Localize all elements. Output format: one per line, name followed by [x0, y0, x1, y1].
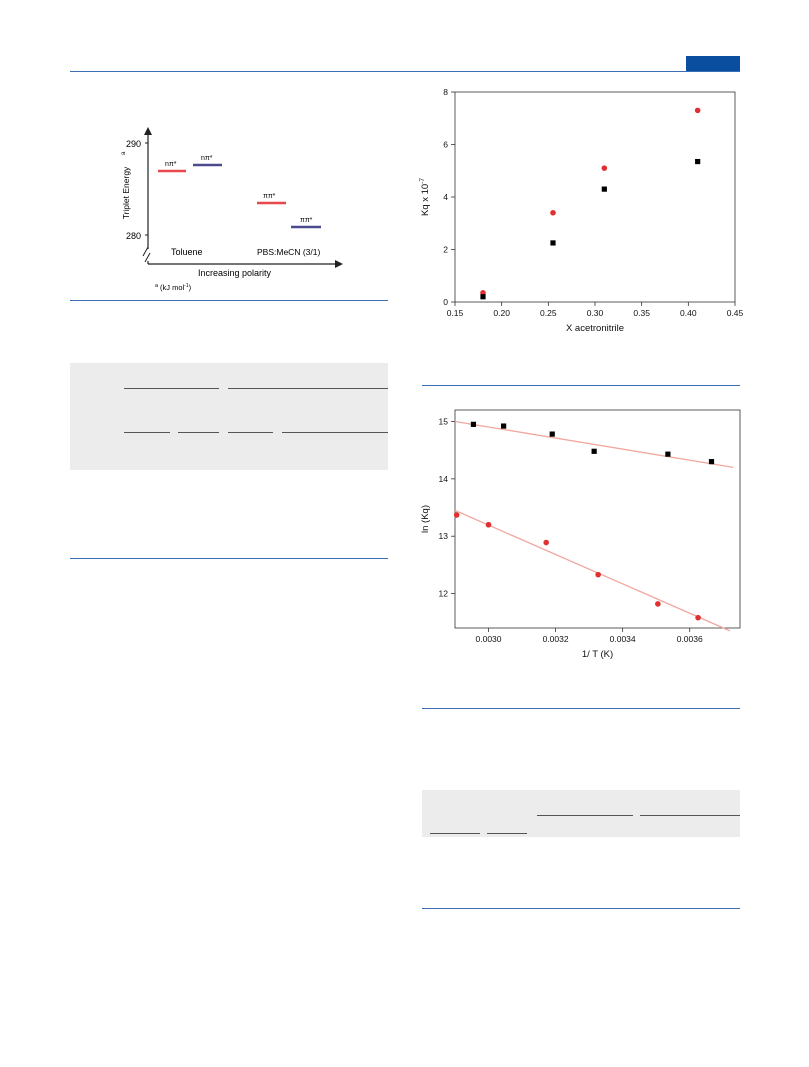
chart2-plot-frame: [454, 409, 741, 629]
diagram-y-arrow-icon: [144, 127, 152, 135]
level-label-left-red: nπ*: [165, 161, 177, 168]
chart-2-caption-rule: [422, 708, 740, 709]
chart1-x-tick-label-2: 0.25: [540, 308, 557, 318]
arrhenius-chart: 0.0030 0.0032 0.0034 0.0036 12 13 14 15 1/ T (K)…: [420, 409, 741, 660]
chart2-fit-line-0: [454, 420, 734, 469]
diagram-x-label: Increasing polarity: [198, 268, 272, 278]
chart2-x-tick-label-2: 0.0034: [610, 634, 636, 644]
chart2-y-tick-label-0: 12: [439, 589, 449, 599]
axis-break-icon: [142, 246, 149, 257]
diagram-y-label-sup: a: [121, 151, 127, 155]
chart1-y-tick-label-4: 8: [443, 87, 448, 97]
chart1-y-tick-label-0: 0: [443, 297, 448, 307]
footnote-mark: a: [155, 283, 159, 289]
table-2-header-rule-a: [537, 815, 633, 816]
chart2-series-1-point-2: [543, 539, 549, 546]
level-label-left-blue: nπ*: [201, 155, 213, 162]
table-1-subheader-rule-d: [282, 432, 388, 433]
table-1-subheader-rule-b: [178, 432, 219, 433]
table-1-subheader-rule-c: [228, 432, 273, 433]
chart1-y-axis-label-exponent: -7: [419, 178, 426, 184]
chart1-x-tick-label-0: 0.15: [447, 308, 464, 318]
kq-vs-acetonitrile-chart: 0.15 0.20 0.25 0.30 0.35 0.40 0.45 0 2 4 6 8 X acetr…: [419, 87, 744, 334]
chart1-series-1-point-0: [480, 294, 486, 300]
chart2-series-1-point-0: [453, 512, 460, 518]
chart2-series-0-point-3: [591, 448, 597, 454]
table-2-header-rule-b: [640, 815, 740, 816]
table-2-bottom-rule: [422, 908, 740, 909]
chart1-y-tick-label-2: 4: [443, 192, 448, 202]
chart1-x-tick-label-3: 0.30: [587, 308, 604, 318]
chart1-x-axis-label: X acetronitrile: [566, 323, 624, 334]
chart1-series-1-point-1: [550, 240, 556, 246]
chart2-x-tick-label-0: 0.0030: [476, 634, 502, 644]
diagram-y-label: Triplet Energy: [121, 166, 131, 219]
solvent-label-toluene: Toluene: [171, 247, 203, 257]
y-tick-280: 280: [126, 231, 141, 241]
table-2-subheader-rule-b: [487, 833, 527, 834]
chart2-series-0-point-4: [665, 451, 671, 457]
table-1-bottom-rule: [70, 558, 388, 559]
table-2-shell: [422, 790, 740, 837]
table-1-header-rule-a: [124, 388, 219, 389]
chart1-y-tick-label-3: 6: [443, 140, 448, 150]
chart1-x-tick-label-5: 0.40: [680, 308, 697, 318]
chart1-series-1-point-2: [601, 186, 607, 192]
chart2-series-0-point-5: [708, 459, 715, 465]
table-1-header-rule-b: [228, 388, 388, 389]
chart2-x-axis-label: 1/ T (K): [582, 649, 613, 660]
chart2-x-tick-label-1: 0.0032: [543, 634, 569, 644]
chart2-y-tick-label-1: 13: [439, 531, 449, 541]
chart2-series-0-point-0: [470, 421, 477, 427]
header-accent-block: [686, 56, 740, 71]
chart1-x-tick-label-6: 0.45: [727, 308, 744, 318]
header-rule: [70, 71, 740, 72]
chart2-series-1-point-4: [655, 601, 661, 607]
chart2-series-1-point-3: [595, 571, 601, 578]
chart1-series-1-point-3: [695, 158, 701, 165]
table-1-subheader-rule-a: [124, 432, 170, 433]
diagram-x-arrow-icon: [335, 260, 343, 268]
level-label-right-blue: ππ*: [300, 217, 313, 224]
level-label-right-red: ππ*: [263, 193, 276, 200]
chart2-series-0-point-1: [501, 423, 507, 429]
chart2-x-tick-label-3: 0.0036: [677, 634, 703, 644]
chart1-series-0-point-2: [601, 165, 608, 171]
figure-caption-rule-left: [70, 300, 388, 301]
footnote-unit: (kJ mol-1): [160, 283, 192, 292]
chart2-fit-line-1: [454, 509, 731, 632]
chart-1-caption-rule: [422, 385, 740, 386]
table-2-subheader-rule-a: [430, 833, 480, 834]
chart2-series-1-point-1: [485, 521, 492, 528]
chart1-x-tick-label-1: 0.20: [493, 308, 510, 318]
chart1-plot-frame: [454, 91, 736, 303]
chart1-y-axis-label: Kq x 10-7: [419, 178, 431, 216]
chart2-y-tick-label-2: 14: [439, 474, 449, 484]
chart2-y-tick-label-3: 15: [439, 416, 449, 426]
energy-level-diagram: 290 280 Triplet Energy a nπ* nπ* ππ* ππ*…: [121, 127, 343, 292]
chart2-y-axis-label: ln (Kq): [420, 505, 431, 533]
chart1-series-0-point-3: [694, 107, 701, 114]
solvent-label-pbs-mecn: PBS:MeCN (3/1): [257, 247, 320, 257]
chart2-series-1-point-5: [695, 614, 701, 621]
chart1-series-0-point-1: [550, 209, 556, 216]
table-1-shell: [70, 363, 388, 470]
chart1-x-tick-label-4: 0.35: [633, 308, 650, 318]
chart1-y-tick-label-1: 2: [443, 245, 448, 255]
chart2-series-0-point-2: [549, 431, 555, 437]
y-tick-290: 290: [126, 139, 141, 149]
